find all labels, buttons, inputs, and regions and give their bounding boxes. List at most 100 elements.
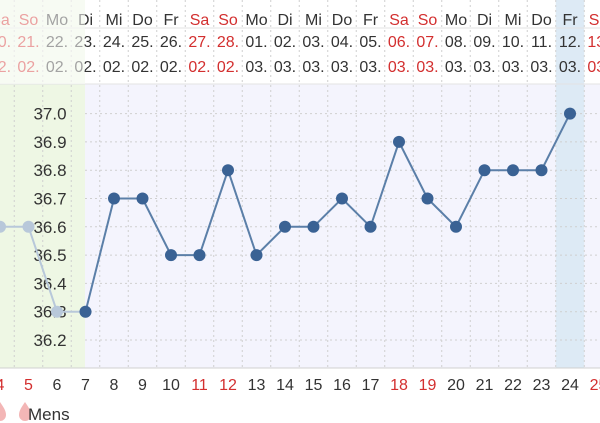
today-band (555, 0, 585, 368)
date-label: 03. (302, 34, 324, 51)
weekday-label: Do (132, 12, 153, 29)
data-point (250, 249, 263, 262)
data-point (535, 164, 548, 177)
data-point (222, 164, 234, 177)
cycle-day-label: 11 (191, 377, 208, 394)
cycle-day-label: 19 (419, 377, 437, 394)
weekday-label: So (218, 12, 238, 29)
month-label: 03. (359, 59, 381, 76)
date-label: 13. (587, 34, 600, 51)
cycle-day-label: 13 (248, 377, 266, 394)
cycle-day-label: 10 (162, 377, 180, 394)
blood-drop-icon (19, 402, 31, 421)
date-label: 06. (388, 34, 410, 51)
y-tick-label: 36.4 (33, 274, 66, 293)
cycle-day-label: 22 (504, 377, 522, 394)
y-tick-label: 36.5 (33, 246, 66, 265)
cycle-day-label: 18 (390, 377, 408, 394)
date-label: 01. (245, 34, 267, 51)
month-label: 03. (587, 59, 600, 76)
weekday-label: Sa (190, 12, 210, 29)
y-tick-label: 37.0 (33, 105, 66, 124)
month-label: 03. (331, 59, 353, 76)
weekday-label: Di (277, 12, 292, 29)
y-tick-label: 36.7 (33, 190, 66, 209)
month-label: 03. (416, 59, 438, 76)
data-point (507, 164, 519, 177)
date-label: 08. (445, 34, 467, 51)
cycle-day-label: 20 (447, 377, 465, 394)
data-point (336, 192, 348, 205)
weekday-label: Sa (589, 12, 600, 29)
weekday-label: Di (477, 12, 492, 29)
cycle-day-label: 6 (53, 377, 62, 394)
month-label: 02. (217, 59, 239, 76)
weekday-label: Mo (245, 12, 267, 29)
data-point (136, 192, 149, 205)
plot-area (85, 84, 600, 368)
date-label: 04. (331, 34, 353, 51)
month-label: 03. (245, 59, 267, 76)
weekday-label: Mi (305, 12, 322, 29)
cycle-day-label: 12 (219, 377, 237, 394)
weekday-label: Mo (445, 12, 467, 29)
weekday-label: Do (531, 12, 552, 29)
cycle-day-label: 25 (590, 377, 600, 394)
blood-drop-icon (0, 402, 6, 421)
data-point (450, 220, 462, 233)
y-tick-label: 36.2 (33, 331, 66, 350)
month-label: 02. (131, 59, 153, 76)
month-label: 03. (502, 59, 524, 76)
cycle-day-label: 17 (362, 377, 380, 394)
cycle-day-label: 24 (561, 377, 579, 394)
cycle-day-label: 4 (0, 377, 5, 394)
date-label: 26. (160, 34, 182, 51)
data-point (193, 249, 206, 262)
month-label: 02. (103, 59, 125, 76)
weekday-label: Do (332, 12, 353, 29)
cycle-day-label: 14 (276, 377, 294, 394)
weekday-label: Mi (106, 12, 123, 29)
date-label: 24. (103, 34, 125, 51)
data-point (307, 220, 320, 233)
cycle-day-label: 7 (81, 377, 90, 394)
cycle-day-label: 5 (24, 377, 33, 394)
date-label: 02. (274, 34, 296, 51)
date-label: 12. (559, 34, 581, 51)
month-label: 03. (530, 59, 552, 76)
data-point (0, 220, 6, 233)
month-label: 02. (188, 59, 210, 76)
date-label: 25. (131, 34, 153, 51)
y-tick-label: 36.8 (33, 161, 66, 180)
weekday-label: So (418, 12, 438, 29)
month-label: 03. (559, 59, 581, 76)
month-label: 03. (473, 59, 495, 76)
data-point (51, 305, 63, 318)
month-label: 03. (274, 59, 296, 76)
date-label: 11. (531, 34, 552, 51)
date-label: 28. (217, 34, 239, 51)
y-tick-label: 36.9 (33, 133, 66, 152)
cycle-day-label: 8 (110, 377, 119, 394)
data-point (22, 220, 35, 233)
cycle-day-label: 16 (333, 377, 351, 394)
series-line (0, 225, 86, 313)
month-label: 03. (302, 59, 324, 76)
cycle-day-label: 23 (533, 377, 551, 394)
date-label: 27. (188, 34, 210, 51)
data-point (564, 107, 576, 120)
weekday-label: Fr (363, 12, 379, 29)
date-label: 10. (502, 34, 524, 51)
month-label: 02. (160, 59, 182, 76)
header-fade (0, 0, 85, 84)
date-label: 05. (359, 34, 381, 51)
weekday-label: Sa (389, 12, 409, 29)
legend-label: Mens (28, 405, 70, 423)
data-point (79, 305, 92, 318)
data-point (279, 220, 291, 233)
data-point (165, 249, 177, 262)
data-point (108, 192, 120, 205)
y-tick-label: 36.6 (33, 218, 66, 237)
month-label: 03. (388, 59, 410, 76)
